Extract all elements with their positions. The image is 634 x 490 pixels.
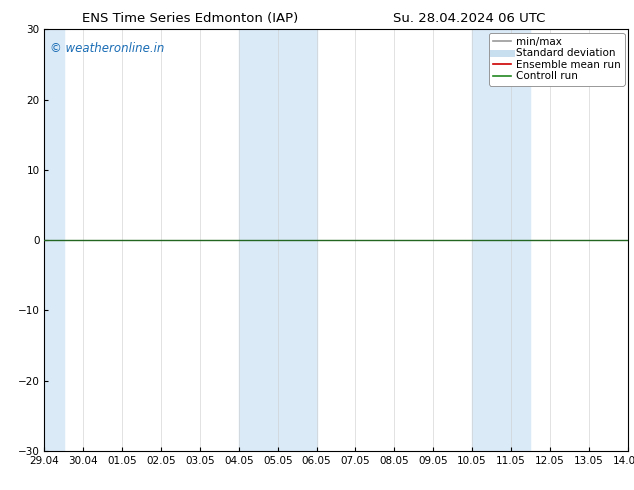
Text: Su. 28.04.2024 06 UTC: Su. 28.04.2024 06 UTC <box>393 12 545 25</box>
Legend: min/max, Standard deviation, Ensemble mean run, Controll run: min/max, Standard deviation, Ensemble me… <box>489 32 624 86</box>
Text: © weatheronline.in: © weatheronline.in <box>50 42 165 55</box>
Bar <box>472 29 531 451</box>
Bar <box>44 29 64 451</box>
Bar <box>239 29 316 451</box>
Text: ENS Time Series Edmonton (IAP): ENS Time Series Edmonton (IAP) <box>82 12 299 25</box>
